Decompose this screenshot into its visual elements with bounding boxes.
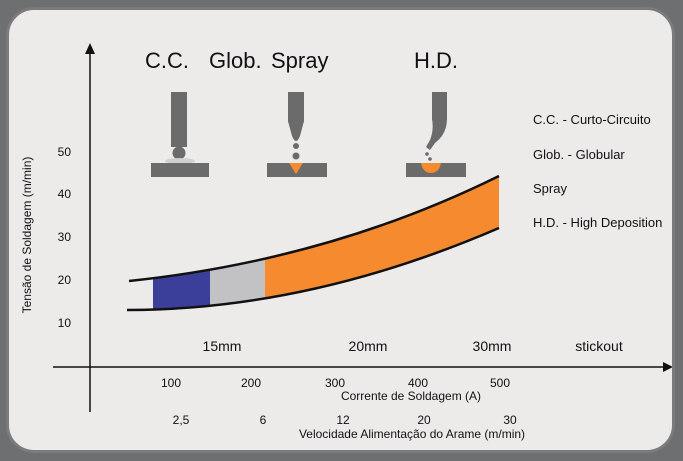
current-tick-300: 300 <box>325 376 345 390</box>
stickout-20mm: 20mm <box>349 338 388 354</box>
upper-limit-curve <box>128 174 500 283</box>
diagram-panel: Tensão de Soldagem (m/min) 10 20 30 40 5… <box>6 7 675 453</box>
speed-axis-label: Velocidade Alimentação do Arame (m/min) <box>299 427 525 441</box>
label-glob: Glob. <box>209 48 262 73</box>
current-tick-500: 500 <box>490 376 510 390</box>
y-axis-arrow-icon <box>85 43 95 54</box>
label-cc: C.C. <box>145 48 189 73</box>
y-tick-30: 30 <box>58 230 72 244</box>
label-spray: Spray <box>271 48 328 73</box>
stickout-label: stickout <box>575 338 623 354</box>
speed-tick-2-5: 2,5 <box>173 413 190 427</box>
legend-glob: Glob. - Globular <box>533 147 625 162</box>
y-tick-10: 10 <box>58 316 72 330</box>
welding-process-diagram: Tensão de Soldagem (m/min) 10 20 30 40 5… <box>20 43 672 441</box>
y-tick-40: 40 <box>58 187 72 201</box>
current-axis-label: Corrente de Soldagem (A) <box>341 389 481 403</box>
legend-hd: H.D. - High Deposition <box>533 215 662 230</box>
speed-tick-12: 12 <box>336 413 350 427</box>
speed-tick-20: 20 <box>417 413 431 427</box>
label-hd: H.D. <box>414 48 458 73</box>
band-gap <box>129 176 154 310</box>
lower-limit-curve <box>126 226 500 312</box>
spray-transfer-icon <box>267 92 327 177</box>
x-axis-arrow-icon <box>663 362 672 372</box>
region-glob <box>210 176 265 310</box>
legend-cc: C.C. - Curto-Circuito <box>533 112 651 127</box>
process-band <box>129 176 499 310</box>
stickout-15mm: 15mm <box>203 338 242 354</box>
speed-tick-6: 6 <box>260 413 267 427</box>
y-axis-label: Tensão de Soldagem (m/min) <box>20 157 34 314</box>
region-cc <box>153 176 210 310</box>
speed-tick-30: 30 <box>503 413 517 427</box>
current-tick-200: 200 <box>241 376 261 390</box>
y-tick-20: 20 <box>58 273 72 287</box>
stickout-30mm: 30mm <box>473 338 512 354</box>
legend-spray: Spray <box>533 181 567 196</box>
current-tick-400: 400 <box>408 376 428 390</box>
globular-transfer-icon <box>151 92 209 177</box>
current-tick-100: 100 <box>161 376 181 390</box>
high-deposition-transfer-icon <box>406 92 466 177</box>
y-tick-50: 50 <box>58 145 72 159</box>
